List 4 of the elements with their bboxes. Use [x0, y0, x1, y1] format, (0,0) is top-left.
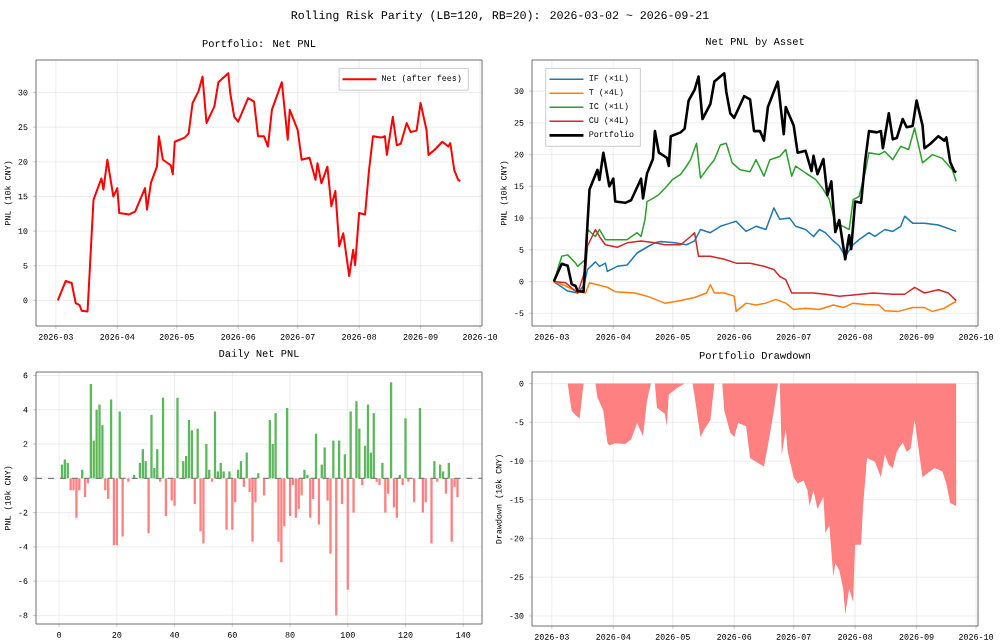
- line-series: [56, 72, 462, 313]
- line-series: [553, 207, 957, 294]
- line-series: [552, 72, 958, 294]
- line-series: [553, 280, 957, 313]
